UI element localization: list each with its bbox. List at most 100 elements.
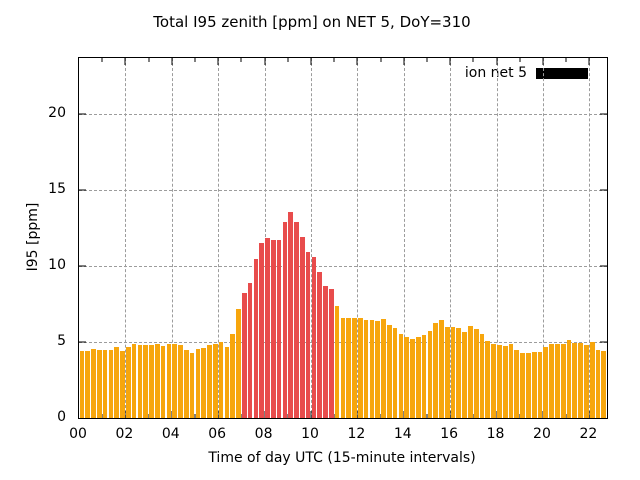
y-gridline: [79, 114, 607, 116]
bar: [352, 317, 357, 418]
y-tick-mark: [600, 113, 607, 115]
y-tick-mark: [79, 189, 86, 191]
bar: [363, 320, 369, 418]
bar: [149, 345, 154, 418]
bar: [421, 335, 427, 418]
x-tick-mark: [217, 58, 219, 65]
x-tick-label: 14: [393, 426, 412, 442]
x-tick-label: 22: [579, 426, 598, 442]
bar: [508, 344, 514, 418]
x-tick-mark: [542, 411, 544, 418]
x-tick-mark: [264, 411, 266, 418]
y-tick-mark: [600, 341, 607, 343]
bar: [479, 333, 485, 418]
x-tick-mark: [171, 411, 173, 418]
x-tick-mark: [101, 58, 103, 62]
bar: [166, 344, 172, 418]
bar: [218, 342, 224, 418]
bar: [456, 328, 462, 418]
bar: [514, 349, 520, 418]
bar: [207, 345, 212, 418]
x-tick-mark: [356, 58, 358, 65]
x-tick-mark: [124, 58, 126, 65]
bar: [317, 272, 323, 418]
bar: [236, 308, 241, 418]
bar: [131, 343, 137, 418]
x-tick-mark: [588, 411, 590, 418]
bar: [578, 342, 584, 418]
x-tick-label: 08: [254, 426, 273, 442]
x-tick-mark: [449, 411, 451, 418]
x-tick-mark: [356, 411, 358, 418]
x-tick-mark: [426, 414, 428, 418]
bar: [288, 212, 294, 418]
x-tick-mark: [380, 58, 382, 62]
x-tick-mark: [496, 58, 498, 65]
bar: [108, 349, 114, 418]
x-tick-mark: [426, 58, 428, 62]
x-gridline: [589, 58, 591, 418]
bar: [247, 282, 253, 418]
x-tick-mark: [333, 58, 335, 62]
x-tick-mark: [403, 411, 405, 418]
bar: [491, 343, 497, 418]
bar: [102, 350, 108, 418]
bar: [183, 350, 189, 418]
x-tick-mark: [171, 58, 173, 65]
bar: [276, 239, 282, 418]
x-tick-mark: [519, 58, 521, 62]
legend: ion net 5: [465, 65, 588, 81]
bar: [143, 345, 149, 418]
bar: [305, 251, 311, 418]
bar: [340, 317, 346, 418]
x-tick-mark: [148, 414, 150, 418]
bar: [253, 258, 259, 418]
bar: [91, 348, 96, 418]
x-tick-label: 12: [347, 426, 366, 442]
bar: [282, 222, 288, 418]
bar: [520, 352, 526, 418]
bar: [560, 344, 566, 418]
y-tick-label: 0: [57, 409, 66, 425]
bar: [334, 306, 340, 418]
bar: [241, 293, 247, 418]
y-tick-label: 10: [48, 257, 66, 274]
x-tick-mark: [287, 414, 289, 418]
bar: [172, 344, 178, 418]
bar: [270, 240, 276, 418]
x-tick-mark: [101, 414, 103, 418]
bar: [120, 351, 125, 418]
x-gridline: [450, 58, 452, 418]
bar: [323, 285, 328, 418]
bar: [137, 345, 143, 418]
x-tick-mark: [449, 58, 451, 65]
x-tick-mark: [472, 414, 474, 418]
x-gridline: [542, 58, 544, 418]
y-gridline: [79, 190, 607, 192]
bar: [154, 344, 160, 418]
bar: [450, 326, 456, 418]
y-tick-mark: [79, 341, 86, 343]
bar: [485, 340, 491, 418]
bar: [572, 342, 578, 418]
bar: [369, 320, 375, 418]
x-tick-mark: [333, 414, 335, 418]
x-gridline: [310, 58, 312, 418]
bar: [265, 238, 270, 418]
x-gridline: [125, 58, 127, 418]
y-tick-mark: [79, 113, 86, 115]
bar: [230, 334, 236, 418]
legend-swatch-icon: [536, 67, 588, 79]
bar: [584, 345, 589, 418]
bar: [415, 337, 421, 418]
x-tick-mark: [565, 58, 567, 62]
bar: [526, 352, 531, 418]
x-tick-mark: [240, 58, 242, 62]
bar: [404, 337, 410, 418]
bar: [531, 351, 537, 418]
x-axis-title: Time of day UTC (15-minute intervals): [208, 450, 476, 466]
bar: [473, 329, 479, 418]
y-tick-label: 20: [48, 105, 66, 122]
bar: [346, 317, 352, 418]
